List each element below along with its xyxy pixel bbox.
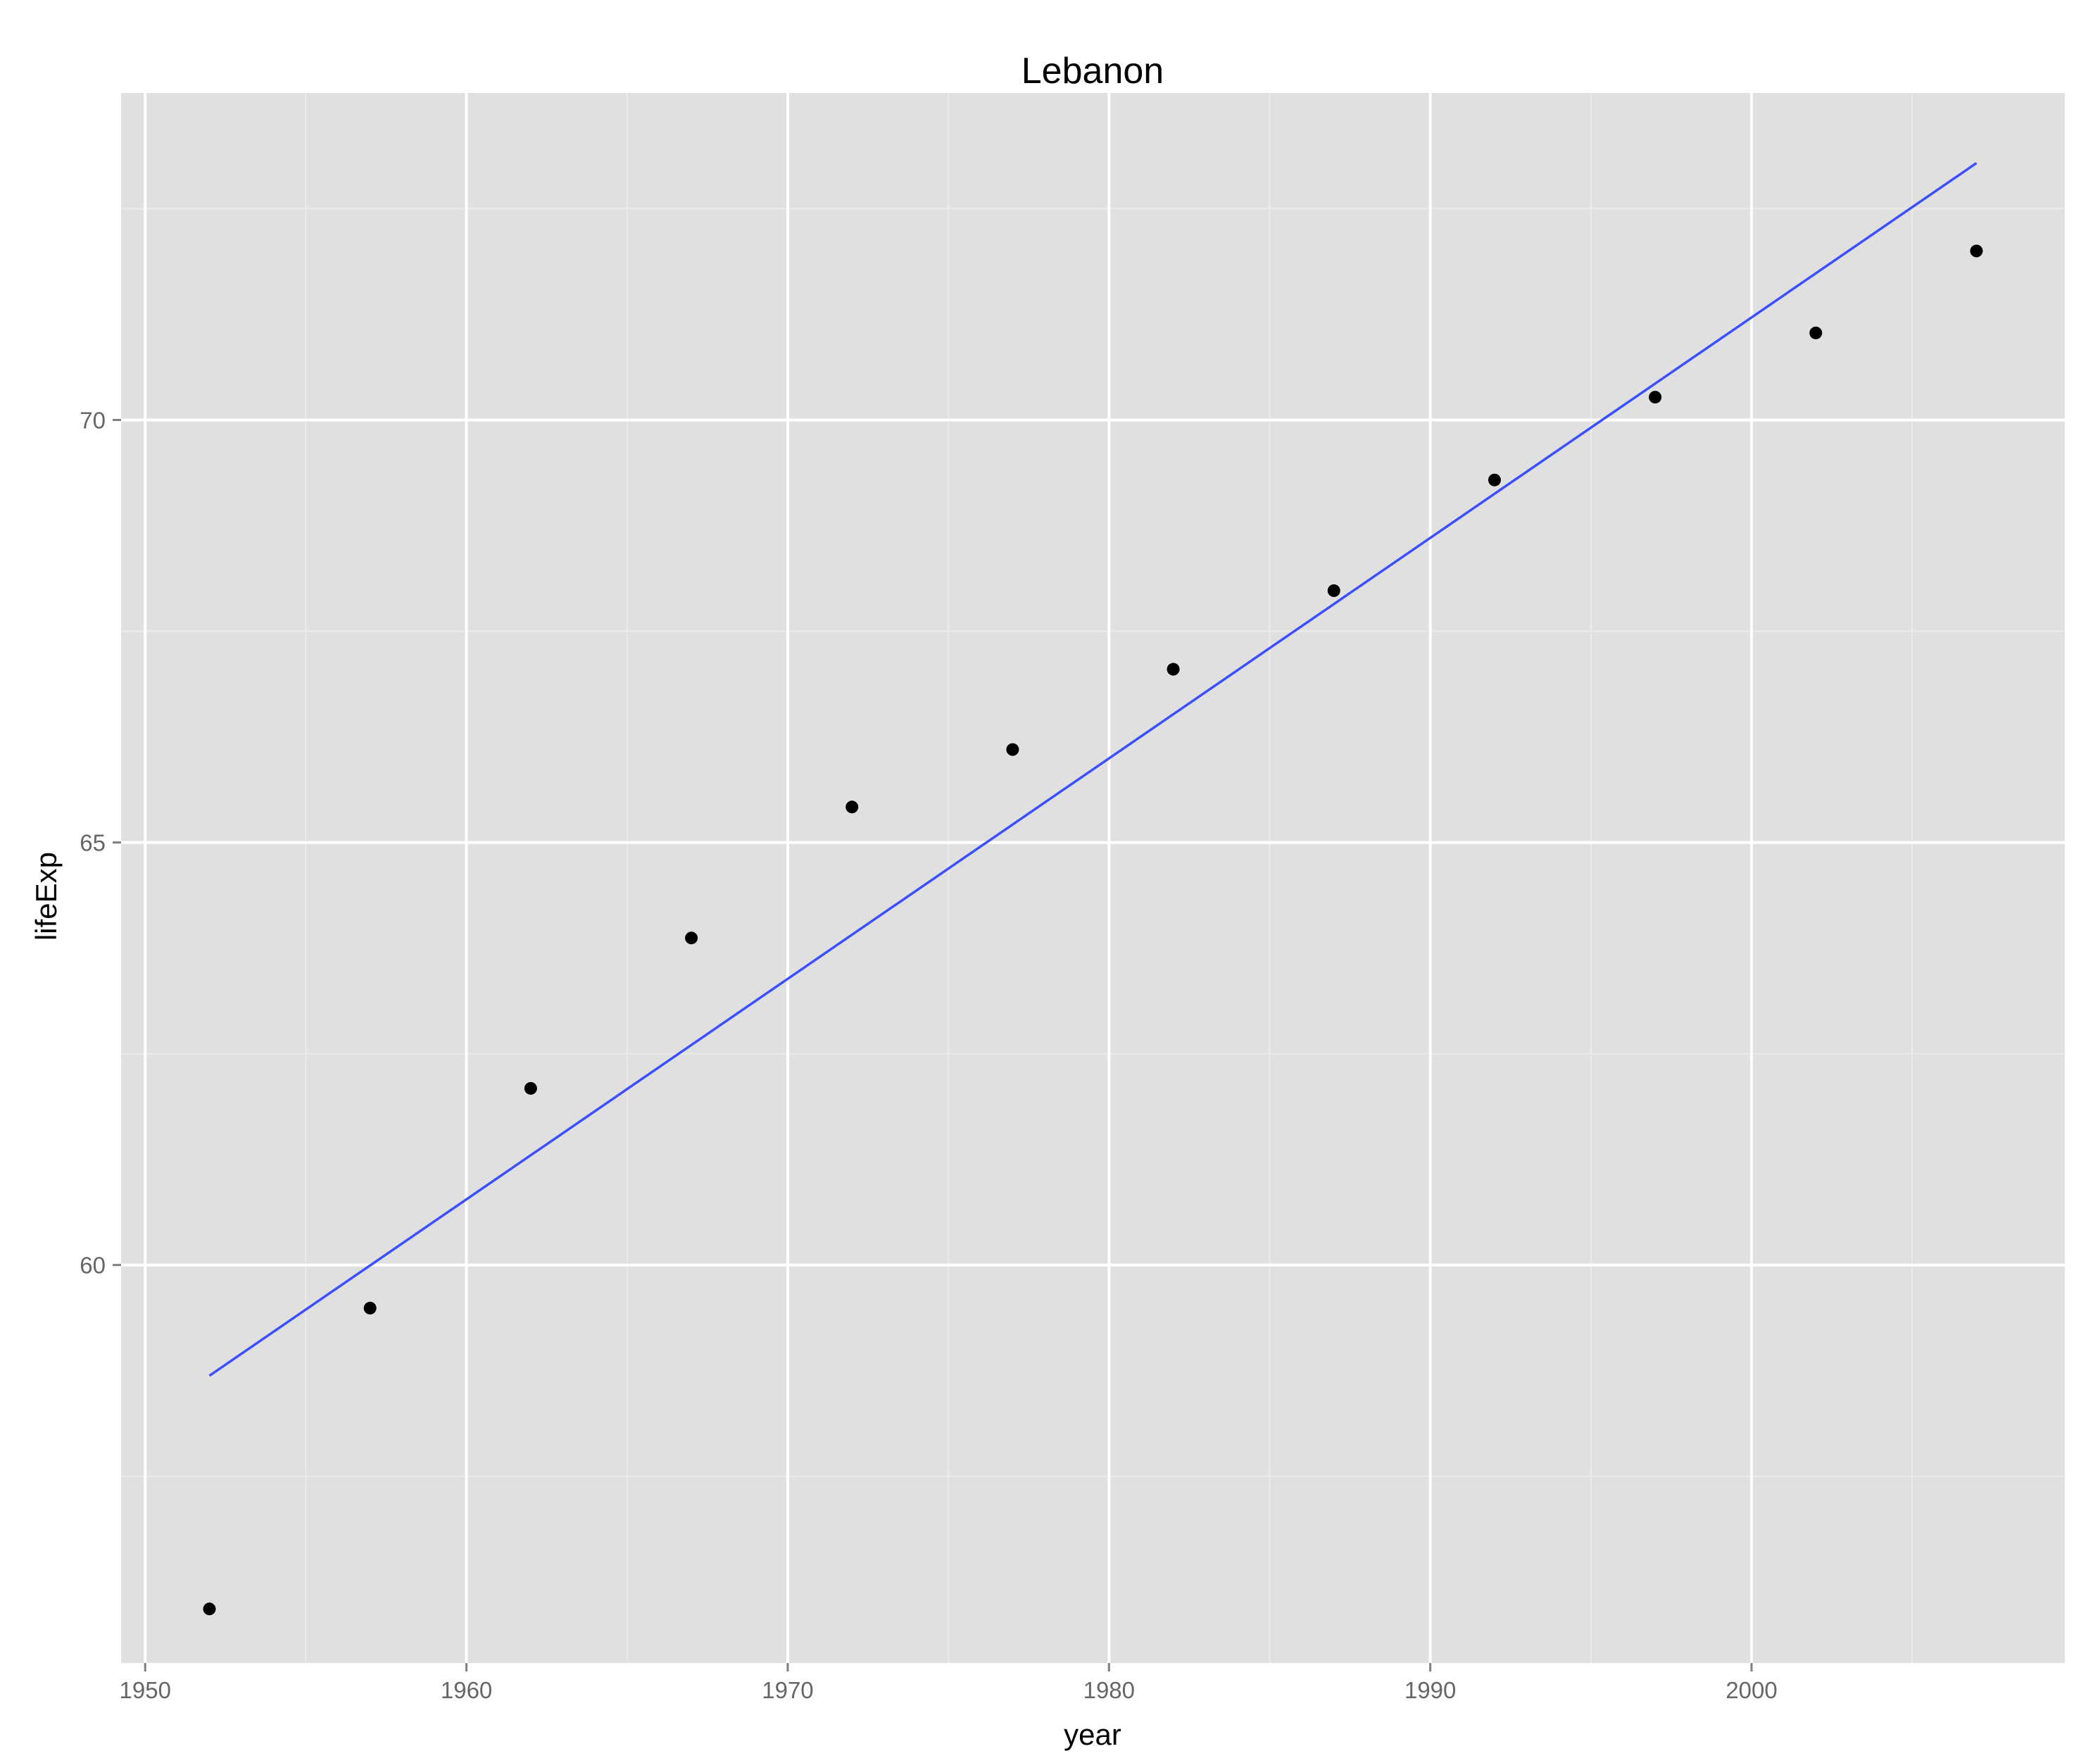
data-point [685,931,698,945]
data-point [1649,391,1662,404]
data-point [1970,244,1983,258]
major-gridlines [121,93,2065,1663]
data-point [203,1602,216,1616]
x-axis-title: year [1064,1718,1121,1751]
data-point [1488,473,1501,487]
points-layer [203,244,1983,1616]
data-point [1327,584,1340,597]
x-tick-label: 1960 [441,1677,492,1703]
data-point [1006,743,1019,756]
x-tick-label: 1970 [762,1677,813,1703]
y-axis-title: lifeExp [30,852,63,941]
x-tick-label: 1980 [1083,1677,1135,1703]
y-axis: 60 65 70 [80,407,121,1279]
x-tick-label: 2000 [1725,1677,1777,1703]
x-tick-label: 1990 [1404,1677,1456,1703]
data-point [363,1301,377,1315]
data-point [1809,326,1823,339]
fit-line [208,162,1978,1377]
data-point [845,801,859,814]
fit-line-layer [208,162,1978,1377]
y-tick-label: 65 [80,830,106,856]
minor-gridlines [121,93,2065,1663]
chart-title: Lebanon [1021,51,1164,92]
x-axis: 1950 1960 1970 1980 1990 2000 [120,1663,1778,1703]
y-tick-label: 70 [80,407,106,433]
data-point [1167,663,1180,676]
plot-panel [121,93,2065,1663]
data-point [524,1081,537,1095]
y-tick-label: 60 [80,1253,106,1279]
x-tick-label: 1950 [120,1677,171,1703]
